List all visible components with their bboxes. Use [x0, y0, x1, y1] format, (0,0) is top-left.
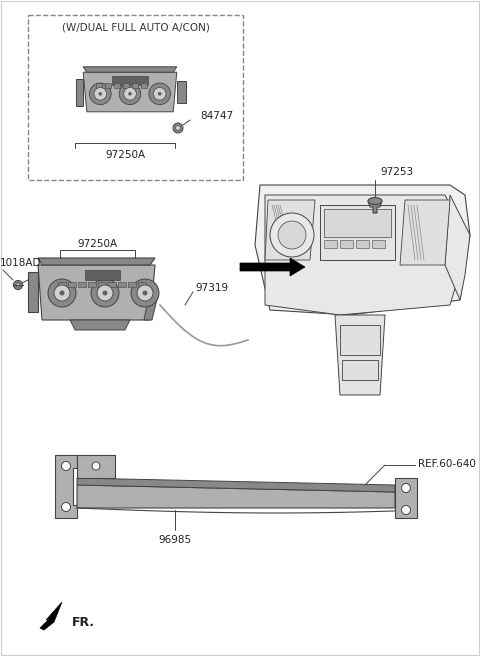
Bar: [118, 282, 126, 287]
Circle shape: [401, 483, 410, 493]
Text: 84747: 84747: [200, 111, 233, 121]
Bar: [340, 325, 380, 355]
Polygon shape: [55, 455, 77, 518]
Circle shape: [124, 87, 136, 100]
Bar: [356, 240, 369, 248]
Circle shape: [16, 283, 20, 287]
Circle shape: [149, 83, 170, 104]
Circle shape: [60, 291, 64, 295]
Text: 97250A: 97250A: [105, 150, 145, 160]
Circle shape: [54, 285, 70, 301]
Text: FR.: FR.: [72, 615, 95, 628]
Polygon shape: [395, 478, 417, 518]
Bar: [105, 83, 111, 87]
Circle shape: [48, 279, 76, 307]
Circle shape: [97, 285, 113, 301]
Polygon shape: [38, 265, 155, 320]
Bar: [88, 282, 96, 287]
Bar: [28, 15, 243, 180]
Circle shape: [401, 506, 410, 514]
Circle shape: [94, 87, 107, 100]
Circle shape: [13, 281, 23, 289]
Polygon shape: [77, 478, 395, 492]
Bar: [85, 270, 120, 280]
Bar: [123, 83, 129, 87]
Bar: [58, 282, 66, 287]
Polygon shape: [144, 290, 158, 320]
Polygon shape: [265, 195, 465, 315]
Circle shape: [61, 462, 71, 470]
Circle shape: [176, 125, 180, 131]
Bar: [141, 83, 147, 87]
Polygon shape: [265, 200, 315, 260]
Polygon shape: [76, 79, 83, 106]
Circle shape: [61, 502, 71, 512]
Circle shape: [137, 285, 153, 301]
Circle shape: [131, 279, 159, 307]
Polygon shape: [240, 258, 305, 276]
Bar: [138, 282, 146, 287]
Text: 96985: 96985: [158, 535, 192, 545]
Polygon shape: [77, 455, 115, 478]
Polygon shape: [28, 272, 38, 312]
Text: 97319: 97319: [195, 283, 228, 293]
Polygon shape: [83, 72, 177, 112]
Ellipse shape: [368, 197, 382, 205]
Circle shape: [270, 213, 314, 257]
Polygon shape: [38, 258, 155, 265]
Polygon shape: [445, 195, 470, 300]
Polygon shape: [83, 67, 177, 72]
Bar: [108, 282, 116, 287]
Circle shape: [89, 83, 111, 104]
Bar: [78, 282, 86, 287]
Bar: [324, 240, 337, 248]
Text: REF.60-640: REF.60-640: [418, 459, 476, 469]
Polygon shape: [368, 201, 382, 213]
Bar: [342, 360, 378, 380]
Text: 97250A: 97250A: [77, 239, 118, 249]
Bar: [128, 282, 136, 287]
Circle shape: [92, 462, 100, 470]
Bar: [98, 282, 106, 287]
Polygon shape: [255, 185, 470, 315]
Polygon shape: [70, 320, 130, 330]
Bar: [324, 209, 391, 237]
Bar: [372, 240, 385, 248]
Circle shape: [128, 92, 132, 96]
Circle shape: [143, 291, 147, 295]
Bar: [132, 83, 138, 87]
Circle shape: [98, 92, 102, 96]
Circle shape: [278, 221, 306, 249]
Text: (W/DUAL FULL AUTO A/CON): (W/DUAL FULL AUTO A/CON): [61, 23, 209, 33]
Circle shape: [154, 87, 166, 100]
Bar: [114, 83, 120, 87]
Bar: [96, 83, 102, 87]
Circle shape: [91, 279, 119, 307]
Text: 97253: 97253: [380, 167, 413, 177]
Bar: [68, 282, 76, 287]
Bar: [340, 240, 353, 248]
Bar: [112, 76, 148, 85]
Circle shape: [103, 291, 108, 295]
Polygon shape: [400, 200, 450, 265]
Circle shape: [119, 83, 141, 104]
Circle shape: [158, 92, 161, 96]
Text: 1018AD: 1018AD: [0, 258, 41, 268]
Polygon shape: [40, 602, 62, 630]
Polygon shape: [335, 315, 385, 395]
Circle shape: [173, 123, 183, 133]
Polygon shape: [77, 485, 395, 508]
Bar: [320, 205, 395, 260]
Polygon shape: [177, 81, 186, 103]
